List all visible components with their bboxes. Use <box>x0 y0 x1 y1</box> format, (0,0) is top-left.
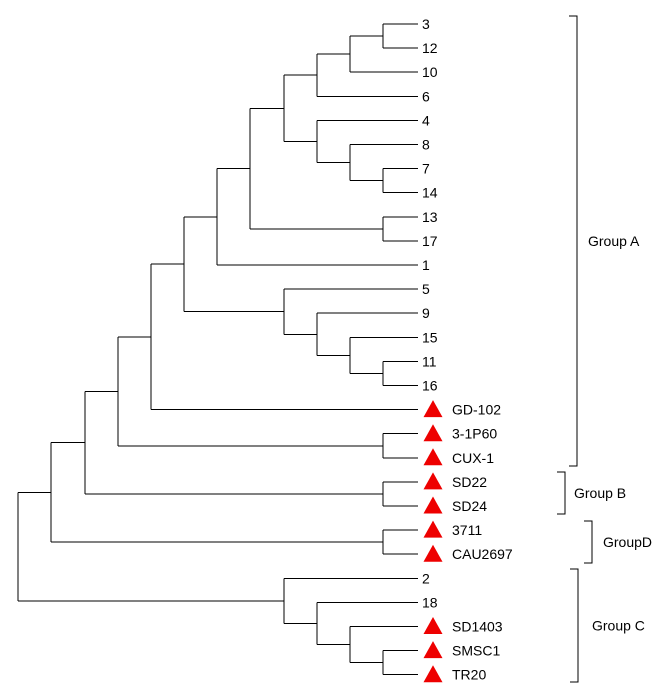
leaf-label: 5 <box>422 281 430 297</box>
leaf-label: 11 <box>422 353 437 369</box>
red-triangle-icon <box>423 448 443 466</box>
group-bracket <box>557 471 566 515</box>
leaf-label: 3711 <box>452 522 482 538</box>
red-triangle-icon <box>423 641 443 659</box>
leaf-label: 12 <box>422 40 438 56</box>
red-triangle-icon <box>423 424 443 442</box>
leaf-label: CUX-1 <box>452 450 494 466</box>
group-bracket <box>570 568 579 683</box>
leaf-label: 10 <box>422 64 438 80</box>
leaf-label: TR20 <box>452 667 486 683</box>
leaf-label: 17 <box>422 233 438 249</box>
red-triangle-icon <box>423 617 443 634</box>
leaf-label: CAU2697 <box>452 546 513 562</box>
leaf-label: 18 <box>422 594 438 610</box>
red-triangle-icon <box>423 472 443 490</box>
group-bracket <box>584 520 593 564</box>
leaf-label: GD-102 <box>452 402 501 418</box>
branch-lines <box>17 23 418 676</box>
group-label: GroupD <box>603 534 652 550</box>
leaf-label: 4 <box>422 112 430 128</box>
group-brackets: Group A Group B GroupD Group C <box>557 15 652 683</box>
leaf-label: SD22 <box>452 474 487 490</box>
leaf-label: 15 <box>422 329 438 345</box>
red-triangle-icon <box>423 520 443 538</box>
leaf-label: 1 <box>422 257 430 273</box>
leaf-label: 9 <box>422 305 430 321</box>
leaf-label: 8 <box>422 137 430 153</box>
leaf-label: 3 <box>422 16 430 32</box>
red-triangle-icon <box>423 496 443 514</box>
leaf-label: 6 <box>422 88 430 104</box>
leaf-label: 2 <box>422 570 430 586</box>
red-triangle-icon <box>423 400 443 418</box>
leaf-label: SD1403 <box>452 619 503 635</box>
group-label: Group A <box>588 233 640 249</box>
group-bracket <box>569 15 578 467</box>
leaf-markers <box>423 400 443 683</box>
group-label: Group C <box>592 618 645 634</box>
leaf-labels: 312106487141317159151116GD-1023-1P60CUX-… <box>422 16 513 683</box>
leaf-label: 7 <box>422 161 430 177</box>
leaf-label: SMSC1 <box>452 643 500 659</box>
group-label: Group B <box>574 485 626 501</box>
leaf-label: 13 <box>422 209 438 225</box>
leaf-label: 14 <box>422 185 438 201</box>
red-triangle-icon <box>423 665 443 683</box>
leaf-label: SD24 <box>452 498 487 514</box>
red-triangle-icon <box>423 544 443 562</box>
leaf-label: 16 <box>422 378 438 394</box>
leaf-label: 3-1P60 <box>452 426 497 442</box>
